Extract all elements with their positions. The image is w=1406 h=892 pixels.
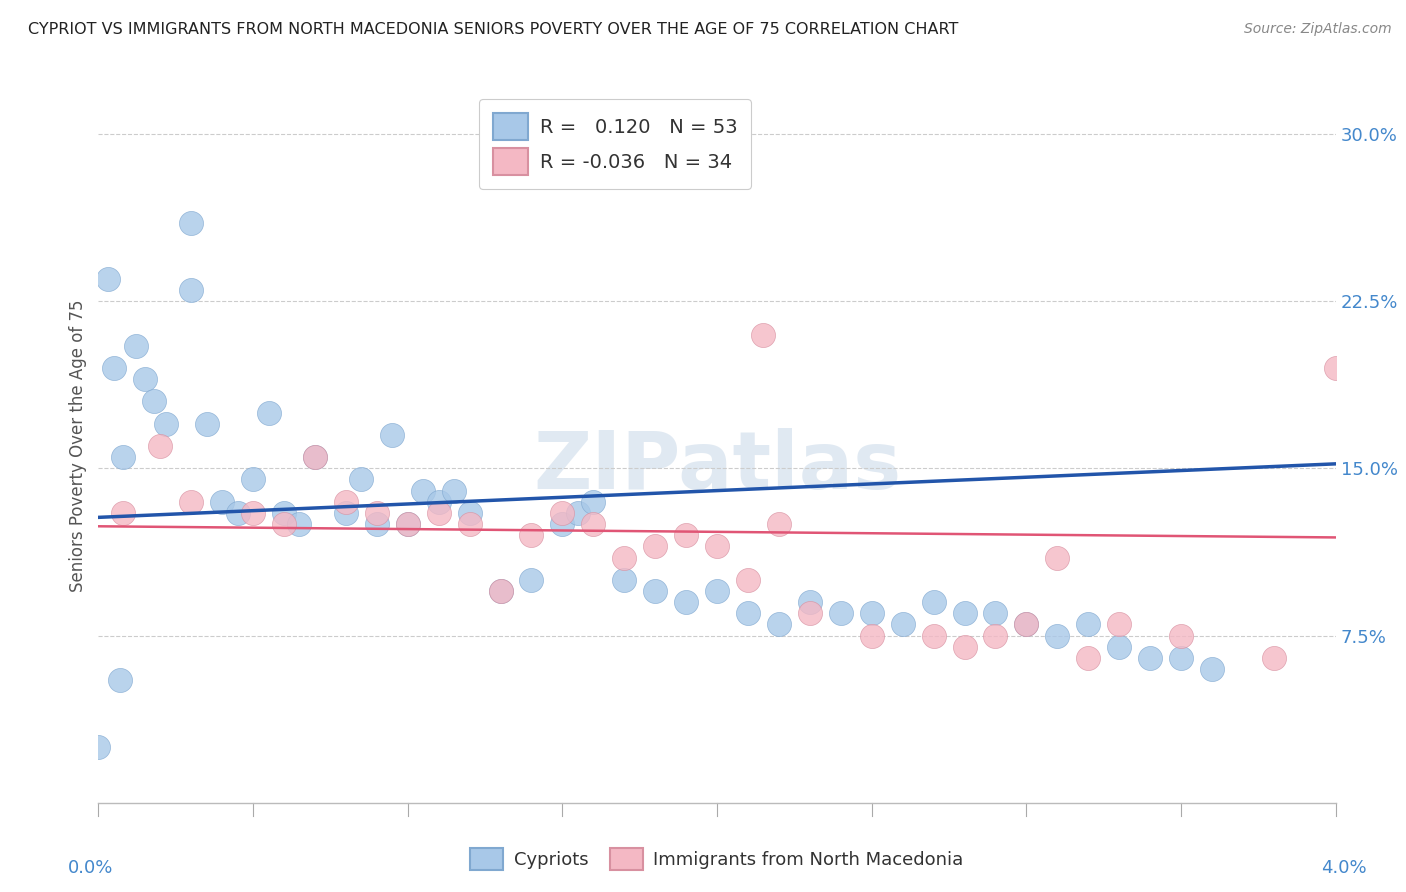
Point [1015, 617, 1038, 632]
Text: Source: ZipAtlas.com: Source: ZipAtlas.com [1244, 22, 1392, 37]
Point [1139, 651, 1161, 665]
Point [489, 583, 512, 598]
Point [366, 506, 388, 520]
Text: 4.0%: 4.0% [1322, 858, 1367, 877]
Point [520, 573, 543, 587]
Point [768, 617, 790, 632]
Point [1077, 651, 1099, 665]
Text: ZIPatlas: ZIPatlas [533, 428, 901, 507]
Point [1170, 651, 1192, 665]
Point [412, 483, 434, 498]
Point [211, 494, 233, 508]
Point [675, 528, 697, 542]
Point [143, 394, 166, 409]
Point [273, 506, 295, 520]
Point [180, 283, 202, 297]
Point [155, 417, 177, 431]
Point [706, 583, 728, 598]
Point [1108, 617, 1130, 632]
Point [1170, 628, 1192, 642]
Point [520, 528, 543, 542]
Point [87, 740, 110, 755]
Point [644, 539, 666, 553]
Point [108, 673, 131, 687]
Point [97, 271, 120, 285]
Point [366, 517, 388, 532]
Point [984, 628, 1007, 642]
Point [706, 539, 728, 553]
Point [551, 506, 574, 520]
Point [350, 473, 373, 487]
Point [427, 494, 450, 508]
Point [489, 583, 512, 598]
Point [860, 628, 883, 642]
Point [799, 607, 821, 621]
Text: 0.0%: 0.0% [67, 858, 112, 877]
Point [134, 372, 156, 386]
Point [1046, 550, 1069, 565]
Legend: Cypriots, Immigrants from North Macedonia: Cypriots, Immigrants from North Macedoni… [461, 839, 973, 880]
Text: CYPRIOT VS IMMIGRANTS FROM NORTH MACEDONIA SENIORS POVERTY OVER THE AGE OF 75 CO: CYPRIOT VS IMMIGRANTS FROM NORTH MACEDON… [28, 22, 959, 37]
Point [613, 573, 636, 587]
Point [180, 216, 202, 230]
Point [752, 327, 775, 342]
Point [891, 617, 914, 632]
Point [112, 450, 135, 465]
Point [860, 607, 883, 621]
Point [613, 550, 636, 565]
Point [1201, 662, 1223, 676]
Point [124, 338, 146, 352]
Point [304, 450, 326, 465]
Point [1077, 617, 1099, 632]
Point [335, 494, 357, 508]
Point [458, 517, 481, 532]
Point [644, 583, 666, 598]
Point [180, 494, 202, 508]
Point [922, 628, 945, 642]
Point [458, 506, 481, 520]
Point [242, 473, 264, 487]
Point [257, 405, 280, 420]
Point [768, 517, 790, 532]
Point [396, 517, 419, 532]
Point [675, 595, 697, 609]
Point [1015, 617, 1038, 632]
Point [335, 506, 357, 520]
Point [443, 483, 465, 498]
Point [922, 595, 945, 609]
Point [551, 517, 574, 532]
Point [1263, 651, 1285, 665]
Point [737, 607, 759, 621]
Point [582, 517, 605, 532]
Point [149, 439, 172, 453]
Point [195, 417, 218, 431]
Point [953, 607, 976, 621]
Point [226, 506, 249, 520]
Point [567, 506, 589, 520]
Point [1046, 628, 1069, 642]
Point [427, 506, 450, 520]
Point [242, 506, 264, 520]
Point [103, 360, 125, 375]
Point [953, 640, 976, 654]
Point [304, 450, 326, 465]
Y-axis label: Seniors Poverty Over the Age of 75: Seniors Poverty Over the Age of 75 [69, 300, 87, 592]
Point [396, 517, 419, 532]
Point [112, 506, 135, 520]
Point [737, 573, 759, 587]
Point [1108, 640, 1130, 654]
Point [288, 517, 311, 532]
Point [381, 427, 404, 442]
Point [1324, 360, 1347, 375]
Point [582, 494, 605, 508]
Point [273, 517, 295, 532]
Point [830, 607, 852, 621]
Point [799, 595, 821, 609]
Point [984, 607, 1007, 621]
